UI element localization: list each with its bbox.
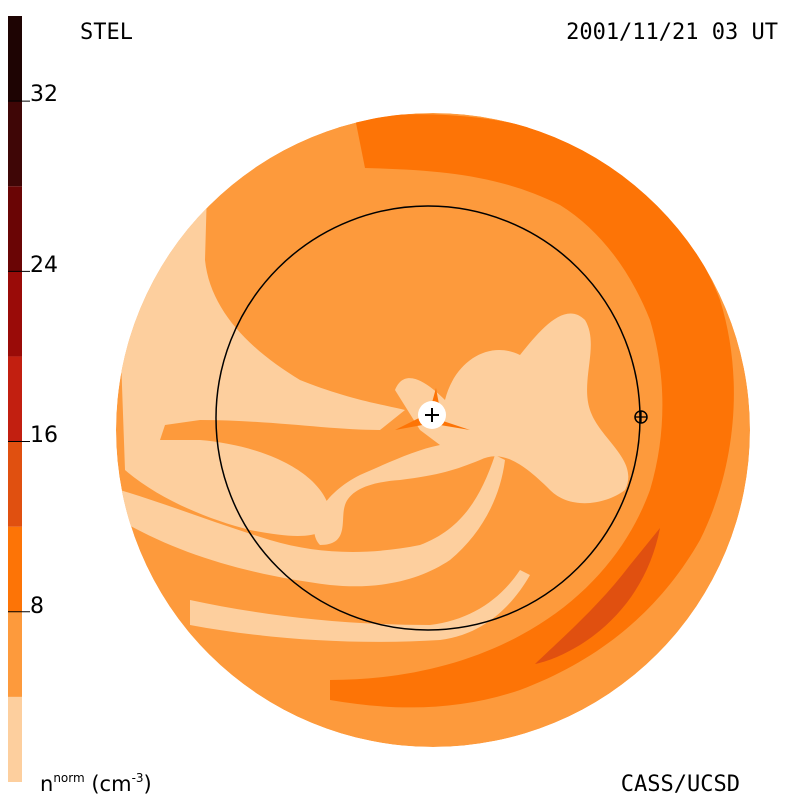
earth-icon bbox=[634, 410, 648, 424]
colorbar-tick-label: 16 bbox=[30, 423, 58, 448]
colorbar-level-1 bbox=[8, 611, 22, 697]
observatory-label: STEL bbox=[80, 20, 133, 45]
unit-superscript: norm bbox=[53, 771, 85, 785]
colorbar-level-7 bbox=[8, 101, 22, 187]
unit-base: n bbox=[40, 772, 54, 796]
colorbar bbox=[8, 16, 30, 782]
timestamp-label: 2001/11/21 03 UT bbox=[566, 20, 778, 45]
colorbar-level-8 bbox=[8, 16, 22, 102]
colorbar-tick-label: 24 bbox=[30, 253, 58, 278]
credit-label: CASS/UCSD bbox=[620, 772, 740, 797]
earth-orbit-circle bbox=[215, 205, 641, 631]
colorbar-level-6 bbox=[8, 186, 22, 272]
colorbar-level-3 bbox=[8, 441, 22, 527]
colorbar-unit-label: nnorm (cm-3) bbox=[40, 772, 152, 795]
sun-streamer-right bbox=[440, 420, 470, 430]
colorbar-level-5 bbox=[8, 271, 22, 357]
colorbar-tick-label: 32 bbox=[30, 82, 58, 107]
low-density-region-left-spiral bbox=[120, 190, 405, 536]
unit-close: ) bbox=[143, 772, 152, 796]
low-density-region-lower-band bbox=[120, 455, 505, 587]
colorbar-level-0 bbox=[8, 696, 22, 782]
high-density-arc bbox=[330, 114, 734, 708]
unit-exponent: -3 bbox=[131, 771, 144, 785]
density-disc bbox=[116, 113, 750, 747]
low-density-region-bottom-band bbox=[190, 570, 530, 642]
colorbar-level-2 bbox=[8, 526, 22, 612]
colorbar-level-4 bbox=[8, 356, 22, 442]
sun-icon bbox=[418, 401, 446, 429]
low-density-region-center-lobe bbox=[314, 313, 629, 545]
colorbar-tick-label: 8 bbox=[30, 594, 44, 619]
unit-paren: (cm bbox=[91, 772, 132, 796]
